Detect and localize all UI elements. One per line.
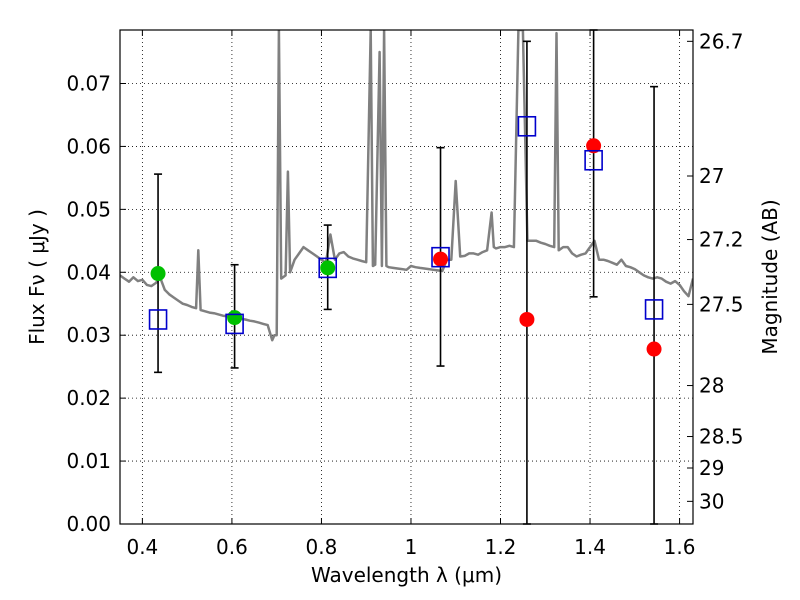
red-data-point — [433, 251, 449, 267]
green-data-point — [150, 266, 166, 282]
square-data-point — [517, 115, 537, 137]
x-tick-label: 0.8 — [306, 535, 338, 559]
red-data-point — [519, 311, 535, 327]
right-tick-label: 28 — [699, 374, 724, 398]
y-axis-label: Flux Fν ( μJy ) — [25, 209, 49, 345]
plot-frame — [119, 29, 694, 525]
right-tick-label: 27.2 — [699, 228, 744, 252]
x-tick-label: 0.6 — [216, 535, 248, 559]
x-tick-label: 1.2 — [485, 535, 517, 559]
x-tick-label: 1 — [405, 535, 418, 559]
x-tick-label: 1.6 — [664, 535, 696, 559]
square-data-point — [148, 309, 168, 330]
right-tick-label: 26.7 — [699, 29, 744, 53]
y-tick-label: 0.01 — [66, 449, 111, 473]
y-tick-label: 0.06 — [66, 134, 111, 158]
square-data-point — [225, 313, 244, 335]
x-tick-label: 1.4 — [574, 535, 606, 559]
right-tick-label: 27 — [699, 164, 724, 188]
tick-layer: 0.4 0.6 0.8 1 1.2 1.4 1.6 0.00 0.01 0.02 0.03 0.04 0… — [66, 29, 743, 559]
grid — [120, 30, 693, 525]
spectrum-line — [120, 30, 693, 342]
green-data-point — [320, 260, 336, 276]
x-tick-label: 0.4 — [126, 535, 158, 559]
right-tick-label: 29 — [699, 456, 724, 480]
marker-layer — [148, 115, 664, 357]
y-tick-label: 0.00 — [66, 512, 111, 536]
red-data-point — [586, 138, 602, 154]
y-tick-label: 0.03 — [66, 323, 111, 347]
y-tick-label: 0.04 — [66, 260, 111, 284]
right-tick-label: 27.5 — [699, 292, 744, 316]
square-data-point — [318, 257, 338, 279]
y-tick-label: 0.07 — [66, 71, 111, 95]
x-axis-label: Wavelength λ (μm) — [311, 563, 502, 587]
y-tick-label: 0.02 — [66, 386, 111, 410]
square-data-point — [644, 299, 664, 320]
red-data-point — [646, 341, 662, 357]
square-data-point — [431, 246, 450, 268]
right-axis-label: Magnitude (AB) — [758, 199, 782, 354]
square-data-point — [584, 149, 603, 171]
right-tick-label: 30 — [699, 489, 724, 513]
errorbar-layer — [154, 29, 659, 525]
green-data-point — [227, 310, 243, 326]
y-tick-label: 0.05 — [66, 197, 111, 221]
right-tick-label: 28.5 — [699, 425, 744, 449]
spectrum-layer — [120, 30, 693, 342]
